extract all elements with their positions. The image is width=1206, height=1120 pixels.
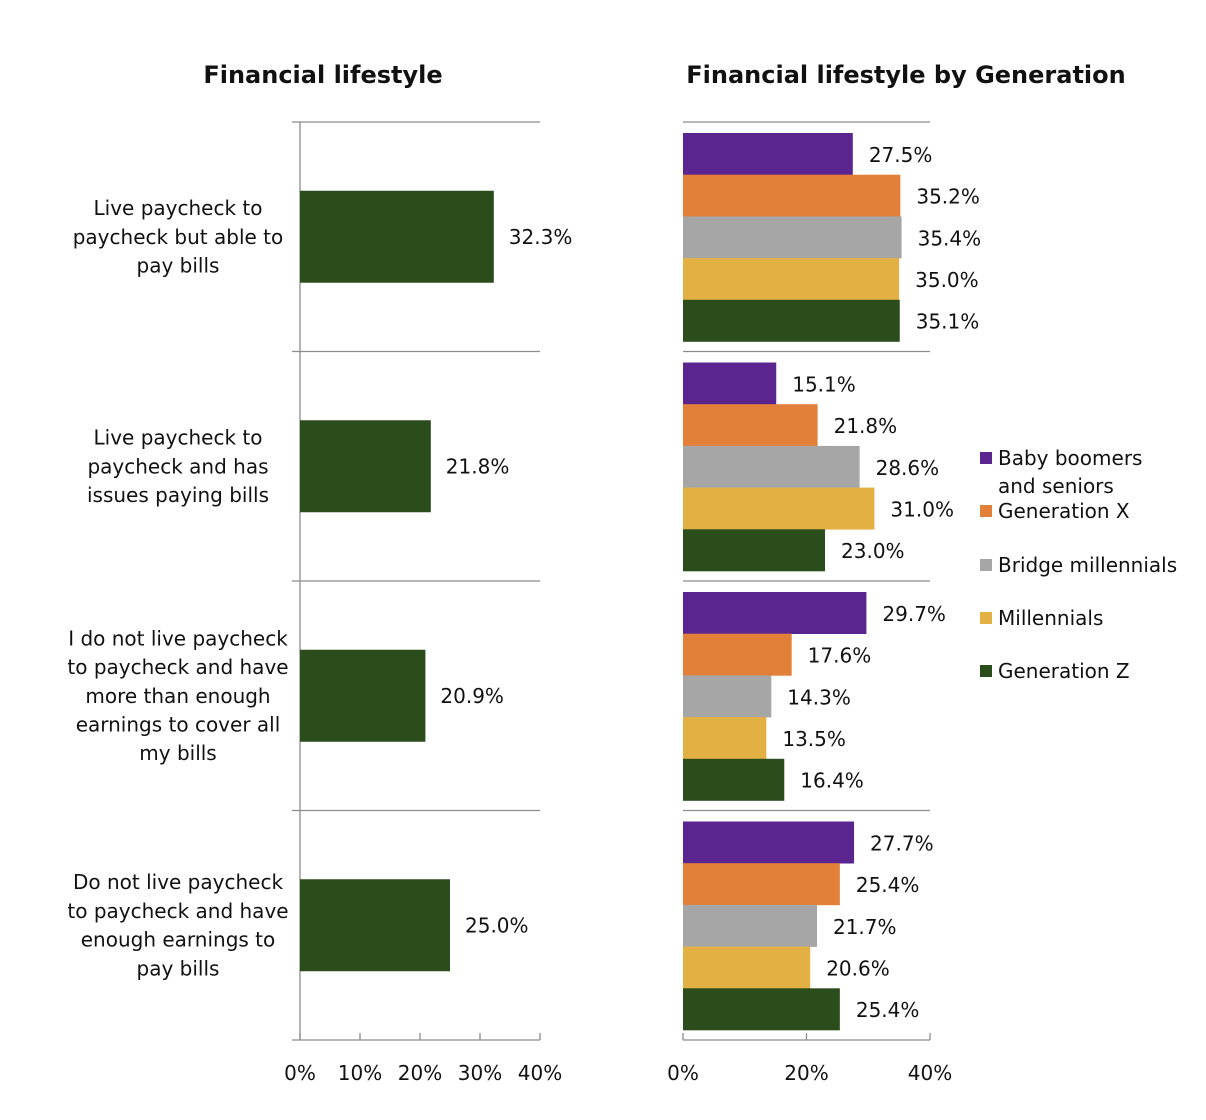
left-bar bbox=[300, 420, 431, 513]
left-category-label: earnings to cover all bbox=[76, 712, 281, 736]
right-bar-label: 25.4% bbox=[856, 873, 920, 897]
right-bar bbox=[683, 299, 900, 342]
right-bar-label: 21.7% bbox=[833, 915, 897, 939]
right-bar-label: 23.0% bbox=[841, 539, 905, 563]
right-bar-label: 31.0% bbox=[890, 497, 954, 521]
left-bar-label: 32.3% bbox=[509, 225, 573, 249]
right-bar-label: 21.8% bbox=[834, 414, 898, 438]
legend-label: Generation X bbox=[998, 499, 1130, 523]
left-category-label: pay bills bbox=[137, 253, 220, 277]
left-category-label: paycheck and has bbox=[87, 454, 268, 478]
right-bar-label: 27.5% bbox=[869, 143, 933, 167]
left-x-tick-label: 0% bbox=[284, 1061, 316, 1085]
right-bar-label: 35.0% bbox=[915, 268, 979, 292]
left-x-tick-label: 30% bbox=[458, 1061, 502, 1085]
right-x-tick-label: 0% bbox=[667, 1061, 699, 1085]
legend-swatch bbox=[980, 452, 992, 464]
left-category-label: enough earnings to bbox=[81, 928, 276, 952]
right-bar bbox=[683, 758, 785, 801]
right-x-tick-label: 20% bbox=[784, 1061, 828, 1085]
right-bar-label: 20.6% bbox=[826, 956, 890, 980]
right-bar-label: 13.5% bbox=[782, 727, 846, 751]
legend-swatch bbox=[980, 665, 992, 677]
right-bar bbox=[683, 904, 817, 947]
right-bar-label: 35.2% bbox=[916, 185, 980, 209]
left-category-label: pay bills bbox=[137, 956, 220, 980]
left-category-label: Live paycheck to bbox=[94, 196, 263, 220]
right-bar bbox=[683, 988, 840, 1031]
left-bar bbox=[300, 190, 494, 283]
left-bar-label: 21.8% bbox=[446, 454, 510, 478]
right-bar bbox=[683, 445, 860, 488]
left-x-tick-label: 40% bbox=[518, 1061, 562, 1085]
right-x-tick-label: 40% bbox=[908, 1061, 952, 1085]
legend-label: Bridge millennials bbox=[998, 553, 1177, 577]
left-category-label: more than enough bbox=[85, 684, 270, 708]
left-bar bbox=[300, 879, 450, 972]
legend-label: Millennials bbox=[998, 606, 1103, 630]
right-bar bbox=[683, 258, 900, 301]
left-bar-label: 25.0% bbox=[465, 913, 529, 937]
right-bar bbox=[683, 633, 792, 676]
right-bar bbox=[683, 863, 840, 906]
right-bar bbox=[683, 404, 818, 447]
legend-label: Baby boomers bbox=[998, 446, 1142, 470]
right-bar-label: 16.4% bbox=[800, 769, 864, 793]
right-bar bbox=[683, 592, 867, 634]
right-bar-label: 35.1% bbox=[916, 310, 980, 334]
right-bar-label: 28.6% bbox=[876, 456, 940, 480]
legend-label: and seniors bbox=[998, 474, 1114, 498]
right-bar-label: 15.1% bbox=[792, 372, 856, 396]
right-bar bbox=[683, 946, 811, 989]
left-category-label: I do not live paycheck bbox=[68, 626, 288, 650]
legend-label: Generation Z bbox=[998, 659, 1130, 683]
right-bar-label: 27.7% bbox=[870, 831, 934, 855]
right-bar bbox=[683, 216, 902, 259]
right-bar bbox=[683, 821, 855, 864]
right-bar-label: 35.4% bbox=[918, 226, 982, 250]
left-category-label: to paycheck and have bbox=[67, 655, 288, 679]
left-bar-label: 20.9% bbox=[440, 684, 504, 708]
left-chart-title: Financial lifestyle bbox=[203, 61, 442, 89]
right-bar-label: 14.3% bbox=[787, 685, 851, 709]
right-bar bbox=[683, 675, 772, 718]
right-bar bbox=[683, 174, 901, 217]
legend-swatch bbox=[980, 505, 992, 517]
right-bar bbox=[683, 133, 853, 175]
legend-swatch bbox=[980, 612, 992, 624]
left-category-label: paycheck but able to bbox=[73, 225, 284, 249]
left-category-label: Do not live paycheck bbox=[73, 870, 283, 894]
left-bar bbox=[300, 649, 426, 742]
right-bar bbox=[683, 529, 826, 572]
right-bar bbox=[683, 487, 875, 530]
left-x-tick-label: 20% bbox=[398, 1061, 442, 1085]
left-x-tick-label: 10% bbox=[338, 1061, 382, 1085]
right-bar bbox=[683, 717, 767, 760]
left-category-label: my bills bbox=[139, 741, 216, 765]
right-chart-title: Financial lifestyle by Generation bbox=[686, 61, 1125, 89]
legend-swatch bbox=[980, 559, 992, 571]
right-bar-label: 17.6% bbox=[808, 644, 872, 668]
left-category-label: Live paycheck to bbox=[94, 426, 263, 450]
right-bar-label: 29.7% bbox=[882, 602, 946, 626]
left-category-label: to paycheck and have bbox=[67, 899, 288, 923]
right-bar bbox=[683, 362, 777, 405]
left-category-label: issues paying bills bbox=[87, 483, 269, 507]
right-bar-label: 25.4% bbox=[856, 998, 920, 1022]
